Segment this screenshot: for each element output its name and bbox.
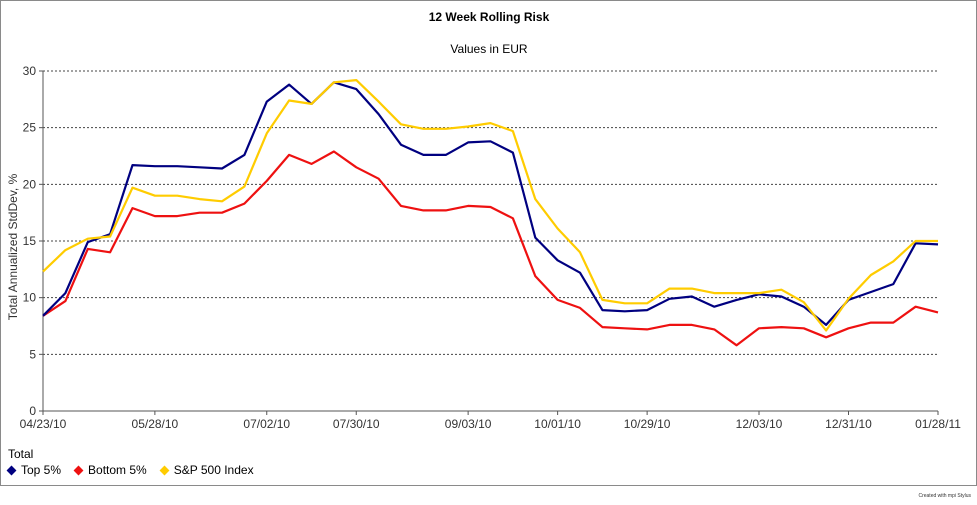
x-tick-label: 12/31/10 bbox=[825, 417, 872, 431]
y-tick-label: 15 bbox=[23, 234, 37, 248]
x-tick-label: 01/28/11 bbox=[915, 417, 961, 431]
y-tick-label: 10 bbox=[23, 291, 37, 305]
chart-subtitle: Values in EUR bbox=[450, 42, 527, 56]
y-tick-label: 5 bbox=[29, 347, 36, 361]
line-chart: 12 Week Rolling Risk Values in EUR 0 5 10 1… bbox=[6, 10, 961, 431]
y-axis-label: Total Annualized StdDev, % bbox=[6, 173, 20, 320]
x-tick-label: 12/03/10 bbox=[736, 417, 783, 431]
x-tick-label: 07/30/10 bbox=[333, 417, 380, 431]
legend-marker-icon bbox=[159, 465, 170, 475]
x-tick-label: 05/28/10 bbox=[132, 417, 179, 431]
x-tick-label: 09/03/10 bbox=[445, 417, 492, 431]
x-tick-label: 04/23/10 bbox=[20, 417, 67, 431]
y-tick-label: 25 bbox=[23, 121, 37, 135]
series-lines bbox=[42, 78, 939, 347]
legend-item: Bottom 5% bbox=[73, 463, 147, 477]
legend-title: Total bbox=[8, 447, 34, 461]
legend: Total Top 5% Bottom 5% S&P 500 Index bbox=[6, 447, 254, 477]
legend-label: S&P 500 Index bbox=[173, 463, 254, 477]
legend-marker-icon bbox=[6, 465, 17, 475]
x-axis-ticks: 04/23/10 05/28/10 07/02/10 07/30/10 09/03/10… bbox=[20, 411, 961, 431]
chart-title: 12 Week Rolling Risk bbox=[429, 10, 550, 24]
legend-marker-icon bbox=[73, 465, 84, 475]
y-tick-label: 20 bbox=[23, 177, 37, 191]
y-tick-label: 0 bbox=[29, 404, 36, 418]
series-line-top-5- bbox=[42, 81, 939, 326]
legend-items: Top 5% Bottom 5% S&P 500 Index bbox=[6, 463, 254, 477]
chart-frame: 12 Week Rolling Risk Values in EUR 0 5 10 1… bbox=[0, 0, 977, 486]
legend-label: Bottom 5% bbox=[88, 463, 147, 477]
grid-lines bbox=[43, 70, 938, 355]
legend-label: Top 5% bbox=[21, 463, 62, 477]
y-tick-label: 30 bbox=[23, 64, 37, 78]
x-tick-label: 07/02/10 bbox=[243, 417, 290, 431]
credit-text: Created with mpi Stylus bbox=[918, 493, 971, 499]
y-axis-ticks: 0 5 10 15 20 25 30 bbox=[23, 64, 43, 418]
series-line-bottom-5- bbox=[42, 150, 939, 347]
legend-item: S&P 500 Index bbox=[159, 463, 254, 477]
series-line-s-p-500-index bbox=[42, 78, 938, 332]
x-tick-label: 10/01/10 bbox=[534, 417, 581, 431]
x-tick-label: 10/29/10 bbox=[624, 417, 671, 431]
legend-item: Top 5% bbox=[6, 463, 62, 477]
